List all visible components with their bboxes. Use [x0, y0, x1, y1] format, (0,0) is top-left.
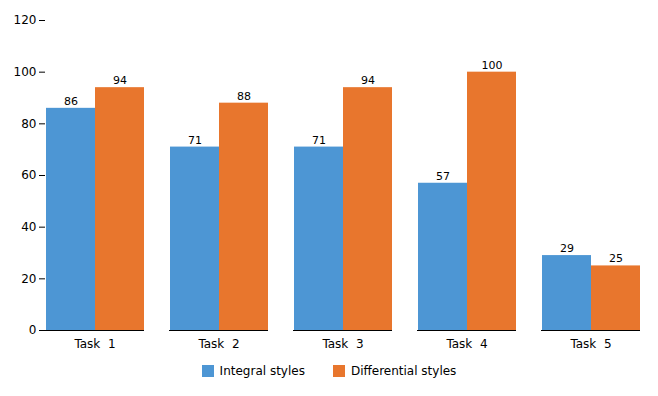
svg-text:88: 88	[237, 90, 251, 103]
svg-text:Task 3: Task 3	[321, 337, 363, 351]
svg-text:Task 4: Task 4	[445, 337, 487, 351]
svg-text:94: 94	[113, 74, 127, 87]
html-text:Integral styles: Integral styles	[219, 364, 305, 378]
svg-text:40: 40	[21, 220, 36, 234]
svg-text:100: 100	[14, 65, 37, 79]
svg-text:86: 86	[64, 95, 78, 108]
svg-text:71: 71	[312, 134, 326, 147]
svg-text:Task 2: Task 2	[197, 337, 239, 351]
svg-text:0: 0	[29, 323, 37, 337]
svg-text:20: 20	[21, 272, 36, 286]
svg-text:Task 5: Task 5	[569, 337, 611, 351]
svg-text:25: 25	[609, 252, 623, 265]
svg-text:100: 100	[482, 59, 503, 72]
html-text:Differential styles: Differential styles	[350, 364, 457, 378]
svg-text:29: 29	[560, 242, 574, 255]
svg-text:94: 94	[361, 74, 375, 87]
svg-text:60: 60	[21, 168, 36, 182]
svg-text:120: 120	[14, 13, 37, 27]
svg-text:Task 1: Task 1	[73, 337, 115, 351]
svg-text:80: 80	[21, 117, 36, 131]
svg-text:71: 71	[188, 134, 202, 147]
svg-text:57: 57	[436, 170, 450, 183]
